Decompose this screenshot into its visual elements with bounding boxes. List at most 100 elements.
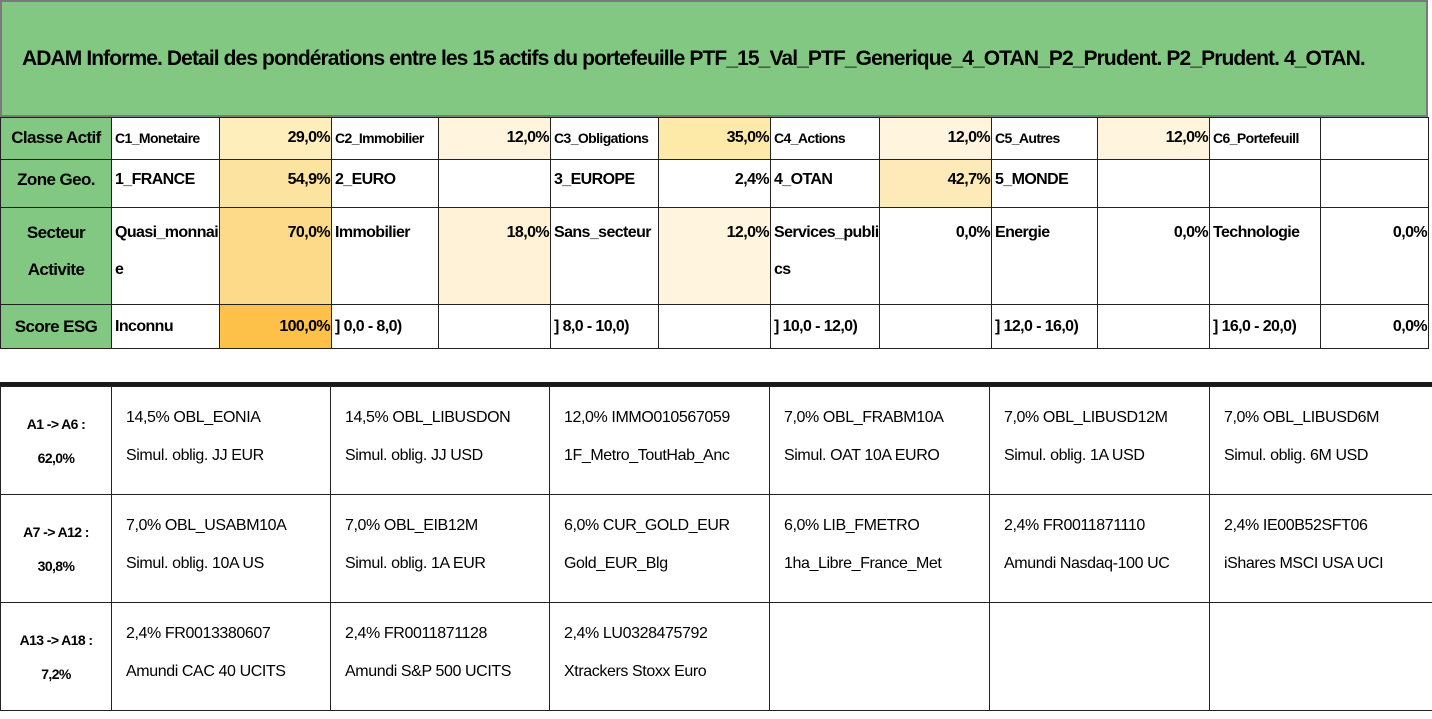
asset-description: Amundi CAC 40 UCITS	[126, 663, 286, 680]
group-range: A7 -> A12 :	[23, 524, 89, 540]
asset-cell: 12,0% IMMO010567059 1F_Metro_ToutHab_Anc	[549, 386, 770, 495]
asset-description: Simul. oblig. 6M USD	[1224, 447, 1369, 464]
category-name: C6_Portefeuill	[1209, 117, 1321, 160]
category-weight: 12,0%	[1097, 117, 1210, 160]
row-secteur-activite: Secteur Activite Quasi_monnaie 70,0% Immobi…	[0, 207, 1429, 305]
row-classe-actif: Classe Actif C1_Monetaire 29,0% C2_Immobili…	[0, 117, 1429, 160]
asset-description: iShares MSCI USA UCI	[1224, 555, 1384, 572]
category-weight	[438, 159, 551, 208]
category-name: 1_FRANCE	[111, 159, 220, 208]
summary-table: Classe Actif C1_Monetaire 29,0% C2_Immobili…	[0, 117, 1429, 349]
asset-weight-code: 12,0% IMMO010567059	[564, 409, 730, 426]
category-name: Technologie	[1209, 207, 1321, 305]
asset-weight-code: 6,0% LIB_FMETRO	[784, 517, 920, 534]
category-weight	[1097, 159, 1210, 208]
category-weight: 42,7%	[879, 159, 992, 208]
asset-weight-code: 7,0% OBL_LIBUSD6M	[1224, 409, 1380, 426]
category-name: ] 12,0 - 16,0)	[991, 304, 1098, 349]
asset-cell: 7,0% OBL_EIB12M Simul. oblig. 1A EUR	[330, 494, 550, 603]
report-title: ADAM Informe. Detail des pondérations en…	[0, 0, 1428, 117]
row-label: Secteur Activite	[0, 207, 112, 305]
category-name: 2_EURO	[331, 159, 439, 208]
category-weight: 0,0%	[1320, 304, 1429, 349]
category-name: 3_EUROPE	[550, 159, 659, 208]
category-weight: 54,9%	[219, 159, 332, 208]
asset-cell: 14,5% OBL_EONIA Simul. oblig. JJ EUR	[111, 386, 331, 495]
asset-cell: 2,4% LU0328475792 Xtrackers Stoxx Euro	[549, 602, 770, 711]
category-weight: 35,0%	[658, 117, 771, 160]
category-weight: 100,0%	[219, 304, 332, 349]
category-weight	[879, 304, 992, 349]
category-weight: 0,0%	[1097, 207, 1210, 305]
category-name: ] 16,0 - 20,0)	[1209, 304, 1321, 349]
asset-description: Simul. OAT 10A EURO	[784, 447, 940, 464]
category-weight: 12,0%	[438, 117, 551, 160]
asset-description: Xtrackers Stoxx Euro	[564, 663, 707, 680]
asset-cell: 6,0% CUR_GOLD_EUR Gold_EUR_Blg	[549, 494, 770, 603]
category-name: C2_Immobilier	[331, 117, 439, 160]
category-weight	[438, 304, 551, 349]
asset-weight-code: 6,0% CUR_GOLD_EUR	[564, 517, 730, 534]
row-label: Score ESG	[0, 304, 112, 349]
category-weight	[1097, 304, 1210, 349]
asset-weight-code: 7,0% OBL_USABM10A	[126, 517, 287, 534]
group-label: A7 -> A12 : 30,8%	[0, 494, 112, 603]
assets-table: A1 -> A6 : 62,0% 14,5% OBL_EONIA Simul. obl…	[0, 386, 1432, 711]
category-weight	[658, 304, 771, 349]
section-divider	[0, 382, 1432, 386]
category-weight: 12,0%	[658, 207, 771, 305]
group-total: 30,8%	[37, 558, 75, 574]
category-name	[1209, 159, 1321, 208]
category-name: Energie	[991, 207, 1098, 305]
group-range: A13 -> A18 :	[19, 632, 93, 648]
category-weight: 70,0%	[219, 207, 332, 305]
category-name: ] 0,0 - 8,0)	[331, 304, 439, 349]
asset-cell: 7,0% OBL_LIBUSD12M Simul. oblig. 1A USD	[989, 386, 1210, 495]
category-weight: 12,0%	[879, 117, 992, 160]
category-name: Quasi_monnaie	[111, 207, 220, 305]
group-range: A1 -> A6 :	[26, 416, 86, 432]
category-weight	[1320, 159, 1429, 208]
group-label: A13 -> A18 : 7,2%	[0, 602, 112, 711]
asset-weight-code: 2,4% IE00B52SFT06	[1224, 517, 1368, 534]
category-name: C4_Actions	[770, 117, 880, 160]
asset-weight-code: 7,0% OBL_EIB12M	[345, 517, 478, 534]
asset-cell	[1209, 602, 1432, 711]
row-score-esg: Score ESG Inconnu 100,0%] 0,0 - 8,0)] 8,0 …	[0, 304, 1429, 349]
category-name: Sans_secteur	[550, 207, 659, 305]
asset-description: Simul. oblig. 1A USD	[1004, 447, 1145, 464]
asset-group-row: A7 -> A12 : 30,8% 7,0% OBL_USABM10A Simul. …	[0, 494, 1432, 603]
category-name: C1_Monetaire	[111, 117, 220, 160]
category-name: C5_Autres	[991, 117, 1098, 160]
asset-weight-code: 2,4% FR0013380607	[126, 625, 271, 642]
category-name: 4_OTAN	[770, 159, 880, 208]
asset-cell: 7,0% OBL_LIBUSD6M Simul. oblig. 6M USD	[1209, 386, 1432, 495]
asset-description: Amundi S&P 500 UCITS	[345, 663, 512, 680]
asset-description: Gold_EUR_Blg	[564, 555, 668, 572]
asset-weight-code: 7,0% OBL_LIBUSD12M	[1004, 409, 1168, 426]
asset-cell: 14,5% OBL_LIBUSDON Simul. oblig. JJ USD	[330, 386, 550, 495]
category-weight	[1320, 117, 1429, 160]
asset-description: Amundi Nasdaq-100 UC	[1004, 555, 1170, 572]
asset-weight-code: 2,4% FR0011871128	[345, 625, 488, 642]
asset-cell: 2,4% FR0011871128 Amundi S&P 500 UCITS	[330, 602, 550, 711]
asset-cell: 2,4% IE00B52SFT06 iShares MSCI USA UCI	[1209, 494, 1432, 603]
asset-group-row: A13 -> A18 : 7,2% 2,4% FR0013380607 Amundi …	[0, 602, 1432, 711]
asset-description: 1F_Metro_ToutHab_Anc	[564, 447, 730, 464]
asset-weight-code: 2,4% FR0011871110	[1004, 517, 1145, 534]
asset-description: Simul. oblig. JJ EUR	[126, 447, 264, 464]
group-label: A1 -> A6 : 62,0%	[0, 386, 112, 495]
asset-description: 1ha_Libre_France_Met	[784, 555, 942, 572]
asset-cell: 2,4% FR0013380607 Amundi CAC 40 UCITS	[111, 602, 331, 711]
asset-cell: 7,0% OBL_USABM10A Simul. oblig. 10A US	[111, 494, 331, 603]
category-name: 5_MONDE	[991, 159, 1098, 208]
asset-cell: 7,0% OBL_FRABM10A Simul. OAT 10A EURO	[769, 386, 990, 495]
asset-weight-code: 14,5% OBL_LIBUSDON	[345, 409, 511, 426]
asset-cell: 6,0% LIB_FMETRO 1ha_Libre_France_Met	[769, 494, 990, 603]
category-name: Immobilier	[331, 207, 439, 305]
category-name: C3_Obligations	[550, 117, 659, 160]
asset-weight-code: 2,4% LU0328475792	[564, 625, 708, 642]
asset-description: Simul. oblig. 10A US	[126, 555, 264, 572]
asset-description: Simul. oblig. JJ USD	[345, 447, 483, 464]
category-name: ] 8,0 - 10,0)	[550, 304, 659, 349]
